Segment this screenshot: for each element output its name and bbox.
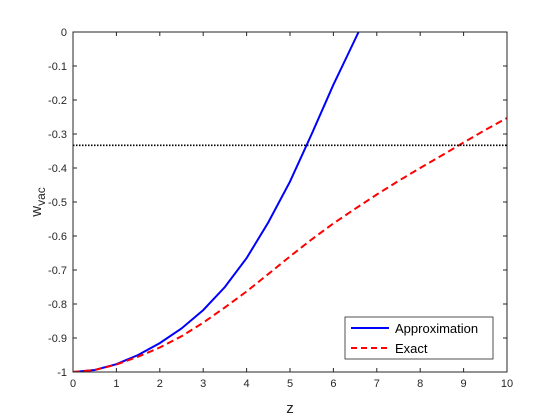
y-tick-label: 0 bbox=[61, 27, 67, 39]
y-tick-label: -1 bbox=[57, 367, 67, 379]
series-line-approximation bbox=[73, 32, 360, 372]
x-tick-label: 6 bbox=[330, 378, 336, 390]
y-tick-label: -0.7 bbox=[48, 265, 67, 277]
x-tick-label: 10 bbox=[501, 378, 513, 390]
y-tick-label: -0.8 bbox=[48, 299, 67, 311]
x-axis-label: z bbox=[286, 400, 294, 417]
y-tick-label: -0.5 bbox=[48, 197, 67, 209]
y-tick-label: -0.4 bbox=[48, 163, 67, 175]
x-tick-label: 9 bbox=[461, 378, 467, 390]
y-axis-label: wvac bbox=[28, 187, 48, 218]
x-tick-label: 3 bbox=[200, 378, 206, 390]
x-tick-label: 5 bbox=[287, 378, 293, 390]
x-tick-label: 4 bbox=[244, 378, 250, 390]
x-tick-label: 7 bbox=[374, 378, 380, 390]
y-tick-label: -0.9 bbox=[48, 333, 67, 345]
y-axis-label-main: w bbox=[28, 206, 45, 218]
series-layer bbox=[73, 32, 507, 372]
y-axis: -1 -0.9 -0.8 -0.7 -0.6 -0.5 -0.4 -0.3 -0.2 -0.1 0 bbox=[48, 27, 507, 379]
x-axis: 0 1 2 3 4 5 6 7 8 9 10 bbox=[70, 32, 513, 390]
y-tick-label: -0.3 bbox=[48, 129, 67, 141]
plot-area bbox=[73, 32, 507, 372]
y-tick-label: -0.2 bbox=[48, 95, 67, 107]
legend-box bbox=[344, 316, 494, 360]
y-axis-label-subscript: vac bbox=[34, 187, 48, 206]
x-tick-label: 0 bbox=[70, 378, 76, 390]
series-line-exact bbox=[73, 117, 507, 372]
legend-label-approximation: Approximation bbox=[395, 321, 478, 336]
y-tick-label: -0.6 bbox=[48, 231, 67, 243]
x-tick-label: 2 bbox=[157, 378, 163, 390]
legend-label-exact: Exact bbox=[395, 341, 428, 356]
x-tick-label: 1 bbox=[113, 378, 119, 390]
y-tick-label: -0.1 bbox=[48, 61, 67, 73]
legend: Approximation Exact bbox=[344, 316, 494, 360]
x-tick-label: 8 bbox=[417, 378, 423, 390]
